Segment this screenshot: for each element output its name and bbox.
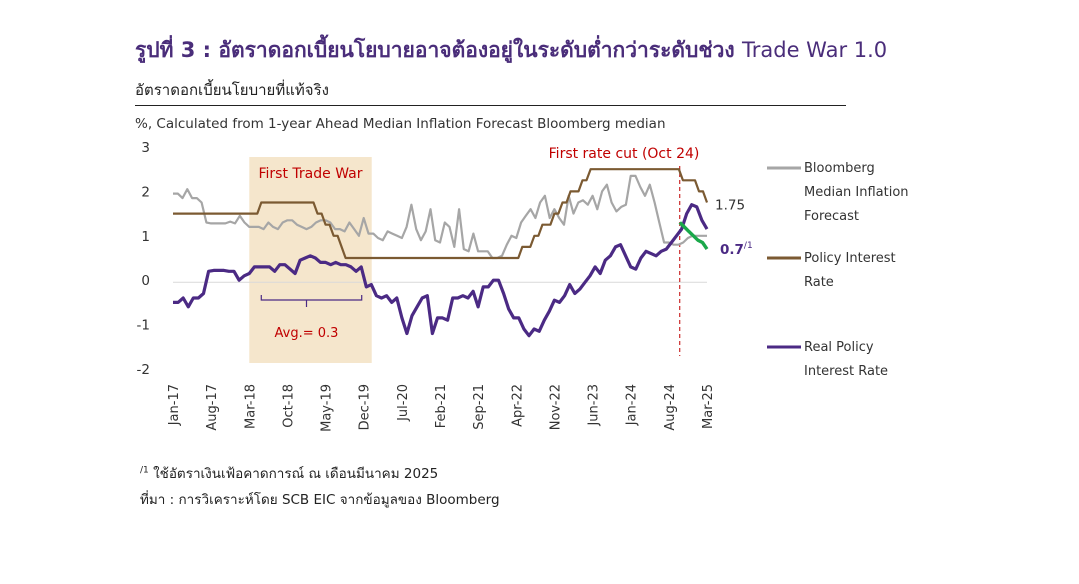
series-line (173, 174, 707, 260)
x-tick-label: Jan-17 (167, 384, 182, 426)
x-tick-label: Mar-18 (243, 384, 258, 429)
x-tick-label: Aug-24 (663, 384, 678, 431)
x-tick-label: Jul-20 (396, 384, 411, 422)
y-tick-label: -1 (137, 318, 150, 334)
chart-title: รูปที่ 3 : อัตราดอกเบี้ยนโยบายอาจต้องอยู… (135, 34, 887, 67)
legend-label: Median Inflation (804, 185, 909, 200)
y-tick-label: 1 (141, 229, 150, 245)
legend-label: Interest Rate (804, 364, 888, 379)
x-tick-label: May-19 (320, 384, 335, 432)
legend-label: Rate (804, 275, 834, 290)
x-tick-label: Nov-22 (548, 384, 563, 430)
footnote-text: ใช้อัตราเงินเฟ้อคาดการณ์ ณ เดือนมีนาคม 2… (153, 466, 439, 482)
y-tick-label: -2 (137, 362, 150, 378)
footnote-mark: /1 (140, 465, 149, 476)
legend-label: Bloomberg (804, 161, 875, 176)
real-rate-end-label: 0.7/1 (720, 241, 753, 258)
x-tick-label: Oct-18 (281, 384, 296, 428)
x-tick-label: Mar-25 (701, 384, 716, 429)
x-tick-label: Jan-24 (625, 384, 640, 426)
y-tick-label: 0 (141, 273, 150, 289)
y-tick-label: 3 (141, 140, 150, 156)
shaded-region (249, 157, 372, 363)
x-tick-label: Jun-23 (587, 384, 602, 427)
chart-subtitle: อัตราดอกเบี้ยนโยบายที่แท้จริง (135, 81, 329, 99)
series-line (173, 168, 709, 260)
avg-label: Avg.= 0.3 (275, 326, 339, 341)
legend-label: Forecast (804, 209, 859, 224)
legend-label: Policy Interest (804, 251, 896, 266)
forecast-segment-line (678, 221, 709, 251)
rate-cut-marker-label: First rate cut (Oct 24) (549, 146, 700, 162)
footnote: /1 ใช้อัตราเงินเฟ้อคาดการณ์ ณ เดือนมีนาค… (140, 462, 438, 484)
policy-rate-end-label: 1.75 (715, 198, 745, 214)
chart-title-english: Trade War 1.0 (742, 38, 888, 62)
chart-title-thai: รูปที่ 3 : อัตราดอกเบี้ยนโยบายอาจต้องอยู… (135, 38, 735, 62)
x-tick-label: Apr-22 (510, 384, 525, 427)
shaded-region-label: First Trade War (259, 166, 363, 182)
legend-label: Real Policy (804, 340, 874, 355)
unit-label: %, Calculated from 1-year Ahead Median I… (135, 116, 666, 132)
x-tick-label: Feb-21 (434, 384, 449, 428)
avg-bracket (260, 295, 363, 307)
x-tick-label: Sep-21 (472, 384, 487, 430)
y-tick-label: 2 (141, 184, 150, 200)
series-line (173, 203, 709, 338)
x-tick-label: Aug-17 (205, 384, 220, 431)
source-note: ที่มา : การวิเคราะห์โดย SCB EIC จากข้อมู… (140, 492, 500, 508)
x-tick-label: Dec-19 (358, 384, 373, 430)
subtitle-divider (135, 105, 846, 106)
real-rate-end-label-mark: /1 (744, 241, 753, 251)
